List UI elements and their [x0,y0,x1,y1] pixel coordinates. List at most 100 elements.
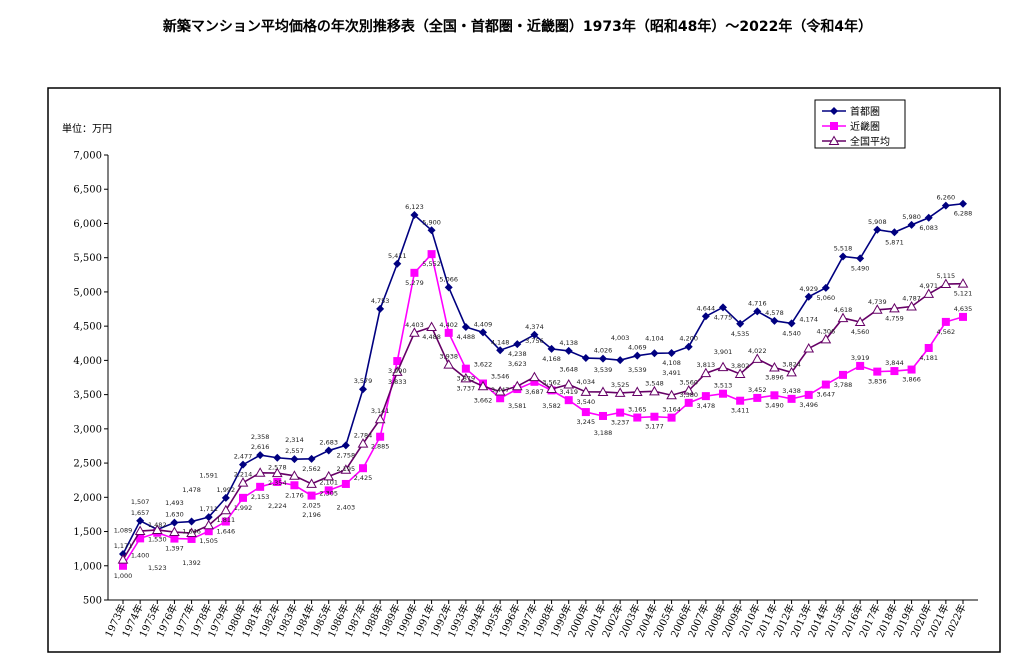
data-label: 1,478 [182,486,201,494]
data-label: 2,477 [234,453,253,461]
data-point [616,356,625,365]
data-label: 2,578 [268,464,287,472]
data-label: 4,409 [474,320,493,328]
data-point [719,303,727,312]
data-point [907,365,916,374]
data-point [941,201,950,210]
data-label: 2,224 [268,502,287,510]
data-point [667,348,676,357]
data-label: 2,557 [285,447,304,455]
data-point [461,322,470,331]
data-point [357,438,369,448]
data-label: 2,425 [354,474,373,482]
data-label: 3,188 [594,429,613,437]
data-point [856,361,865,370]
data-point [376,304,385,313]
unit-label: 単位：万円 [62,122,112,135]
data-point [839,252,847,261]
data-point [170,534,179,543]
data-label: 3,490 [765,401,784,409]
data-label: 3,802 [731,362,750,370]
data-point [221,517,230,526]
data-label: 3,836 [868,378,887,386]
data-point [700,367,712,378]
data-point [239,460,247,469]
data-label: 4,535 [731,330,750,338]
data-point [290,455,299,464]
data-point [633,351,642,360]
data-point [496,394,505,403]
chart-title: 新築マンション平均価格の年次別推移表（全国・首都圏・近畿圏）1973年（昭和48… [162,19,873,35]
data-label: 3,896 [765,374,784,382]
data-label: 3,662 [474,397,493,405]
data-label: 2,196 [302,511,321,519]
y-tick-label: 500 [83,596,102,607]
data-point [820,333,832,344]
data-point [444,328,453,337]
data-point [117,554,129,564]
data-label: 2,758 [337,451,356,459]
data-point [666,389,677,400]
data-label: 3,938 [439,353,458,361]
data-point [186,527,197,538]
data-point [393,357,402,366]
data-label: 3,452 [748,386,767,394]
data-label: 3,560 [679,379,698,387]
data-point [856,254,865,263]
legend-marker [830,107,838,115]
data-label: 5,115 [937,272,956,280]
data-point [204,513,213,522]
data-label: 2,153 [251,493,270,501]
data-label: 3,879 [457,375,476,383]
data-point [393,259,402,268]
data-point [907,220,916,229]
data-label: 5,900 [422,218,441,226]
data-label: 4,306 [817,327,836,335]
data-point [511,380,523,391]
data-point [889,302,900,313]
data-label: 2,354 [268,479,287,487]
data-point [650,412,659,421]
data-label: 3,687 [525,388,544,396]
data-point [940,278,952,289]
data-label: 4,635 [954,305,973,313]
data-point [787,394,796,403]
data-point [426,321,437,331]
data-label: 3,901 [714,348,733,356]
data-point [717,361,729,372]
data-point [391,366,403,376]
data-label: 2,101 [319,478,338,486]
data-point [187,534,196,543]
data-point [837,312,849,323]
data-point [237,477,249,487]
data-point [616,408,625,417]
data-label: 3,447 [491,386,510,394]
data-label: 3,844 [885,359,904,367]
data-label: 4,403 [405,321,424,329]
data-label: 3,824 [782,360,801,368]
data-point [631,386,643,396]
y-tick-label: 2,000 [73,493,102,504]
data-label: 5,490 [851,264,870,272]
data-point [273,477,282,486]
data-label: 3,756 [525,337,544,345]
data-point [119,561,127,570]
data-label: 3,990 [388,367,407,375]
data-label: 2,403 [337,504,356,512]
data-label: 3,919 [851,354,870,362]
data-point [873,367,882,376]
data-point [957,278,969,288]
data-point [804,390,813,399]
data-point [770,391,779,400]
y-tick-label: 6,500 [73,185,102,196]
data-label: 4,787 [902,295,921,303]
data-point [564,396,573,405]
data-label: 1,530 [148,535,167,543]
data-point [649,385,660,396]
data-point [873,225,882,234]
data-point [839,370,847,379]
data-label: 5,908 [868,218,887,226]
data-point [273,453,282,462]
data-point [581,408,590,417]
